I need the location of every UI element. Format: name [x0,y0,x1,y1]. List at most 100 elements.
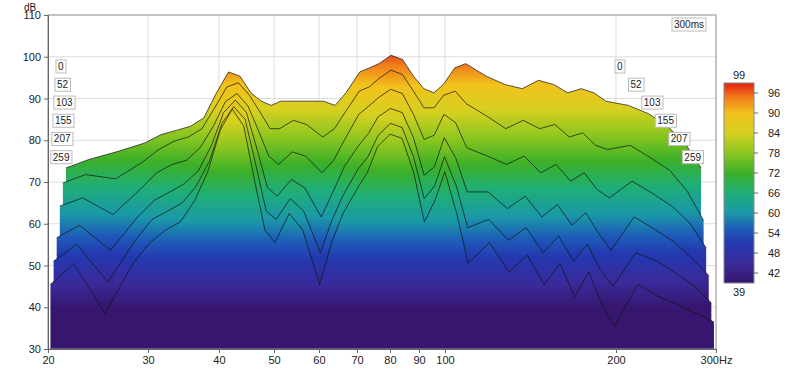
z-tick-left: 155 [53,114,74,127]
x-tick-label: 300Hz [701,354,733,366]
colorbar-tick-mark [754,233,758,234]
x-tick-mark [716,349,717,353]
y-tick-label: 40 [29,301,41,313]
z-tick-right-box [682,151,703,164]
z-tick-right: 103 [642,96,663,109]
z-tick-left: 0 [56,60,66,73]
colorbar-tick-label: 39 [733,286,745,298]
x-tick-mark [219,349,220,353]
z-tick-left: 207 [52,132,73,145]
x-tick: 200 [607,349,625,366]
x-tick: 50 [268,349,280,366]
y-tick-label: 90 [29,93,41,105]
z-tick-right-text: 0 [617,61,623,72]
slice-line [50,109,713,326]
grid [48,15,716,349]
y-tick-mark [44,15,48,16]
z-tick-right: 0 [615,60,625,73]
x-tick-label: 70 [351,354,363,366]
y-tick-label: 30 [29,343,41,355]
colorbar-tick-mark [754,173,758,174]
x-tick-label: 20 [42,354,54,366]
colorbar-tick-label: 84 [768,127,780,139]
chart: 2030405060708090100200300Hz3040506070809… [0,0,800,371]
z-tick-left-box [52,132,73,145]
z-tick-left-box [56,60,66,73]
z-tick-right: 155 [655,114,676,127]
y-axis-title: dB [24,2,37,13]
y-tick-mark [44,224,48,225]
z-tick-right-text: 52 [631,79,643,90]
slice-area [50,109,713,349]
z-tick-right-box [642,96,663,109]
plot-frame [48,15,716,349]
x-tick: 100 [436,349,454,366]
colorbar-tick-label: 72 [768,167,780,179]
z-tick-right-text: 259 [684,152,701,163]
x-tick: 30 [142,349,154,366]
x-tick-label: 80 [384,354,396,366]
x-tick-label: 90 [413,354,425,366]
x-tick-label: 200 [607,354,625,366]
x-tick-label: 50 [268,354,280,366]
colorbar-tick-mark [754,273,758,274]
colorbar-tick-label: 78 [768,147,780,159]
x-tick: 90 [413,349,425,366]
slices [50,55,713,349]
z-tick-left-text: 52 [57,79,69,90]
y-tick-mark [44,140,48,141]
z-tick-left-box [51,151,72,164]
colorbar-tick-mark [754,113,758,114]
x-tick-label: 100 [436,354,454,366]
z-tick-left: 259 [51,151,72,164]
z-tick-left: 52 [55,78,71,91]
z-tick-right: 259 [682,151,703,164]
y-tick-label: 50 [29,260,41,272]
colorbar-tick-label: 42 [768,267,780,279]
x-tick-mark [274,349,275,353]
z-tick-left-text: 207 [54,133,71,144]
colorbar-tick-label: 54 [768,227,780,239]
y-tick: 70 [29,176,48,188]
colorbar-tick-label: 66 [768,187,780,199]
y-tick: 90 [29,93,48,105]
z-tick-left-box [53,114,74,127]
x-tick-mark [616,349,617,353]
z-axis-title-text: 300ms [674,19,704,30]
y-tick-mark [44,99,48,100]
colorbar-tick-mark [754,93,758,94]
x-tick-mark [445,349,446,353]
z-tick-left-box [55,78,71,91]
z-tick-left-text: 155 [55,115,72,126]
colorbar-tick-label: 48 [768,247,780,259]
z-tick-right-box [615,60,625,73]
x-axis-line [49,350,717,354]
y-tick: 50 [29,260,48,272]
y-tick-label: 100 [23,51,41,63]
z-tick-right-box [669,132,690,145]
z-tick-right-text: 155 [657,115,674,126]
plot-background [48,15,716,349]
colorbar-tick-label: 90 [768,107,780,119]
colorbar [724,83,754,283]
y-tick-label: 70 [29,176,41,188]
y-tick-mark [44,57,48,58]
y-tick: 80 [29,134,48,146]
x-tick-label: 60 [313,354,325,366]
colorbar-tick-mark [754,193,758,194]
x-axis: 2030405060708090100200300Hz [42,349,732,366]
x-tick: 70 [351,349,363,366]
y-axis: 30405060708090100110 [23,9,49,355]
x-tick: 80 [384,349,396,366]
z-tick-right-text: 103 [644,97,661,108]
x-tick: 20 [42,349,54,366]
z-tick-left-text: 103 [56,97,73,108]
colorbar-tick-mark [754,213,758,214]
z-axis-title-box [672,18,706,31]
z-tick-right-box [629,78,645,91]
z-axis-title: 300ms [672,18,706,31]
y-tick-mark [44,349,48,350]
colorbar-tick-label: 60 [768,207,780,219]
y-tick-mark [44,182,48,183]
x-tick-mark [390,349,391,353]
